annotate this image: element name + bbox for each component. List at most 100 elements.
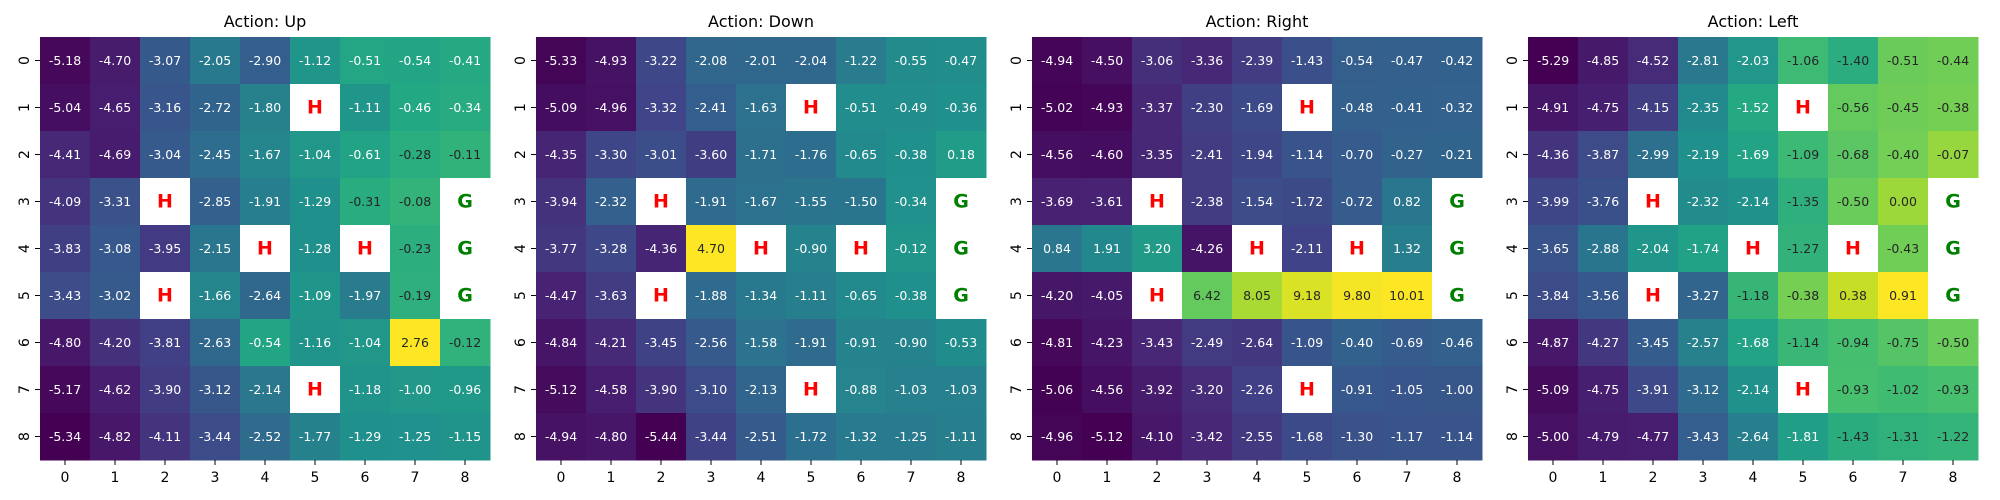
cell-value-label: -4.94	[545, 429, 577, 444]
cell-value-label: -2.49	[1191, 335, 1223, 350]
heatmap-cell	[836, 366, 887, 414]
heatmap-cell	[1382, 413, 1433, 461]
cell-value-label: -1.77	[299, 429, 331, 444]
y-tick-label: 2	[513, 150, 529, 159]
cell-value-label: -4.23	[1091, 335, 1123, 350]
cell-value-label: -3.60	[695, 147, 727, 162]
cell-value-label: -4.93	[1091, 100, 1123, 115]
x-tick-label: 5	[807, 470, 816, 486]
panel-title: Action: Right	[1206, 12, 1309, 31]
heatmap-cell	[936, 84, 987, 132]
cell-value-label: -1.17	[1391, 429, 1423, 444]
cell-value-label: -4.58	[595, 382, 627, 397]
cell-value-label: -1.67	[249, 147, 281, 162]
goal-cell	[440, 178, 491, 226]
heatmap-cell	[240, 37, 291, 85]
cell-value-label: -4.10	[1141, 429, 1173, 444]
cell-value-label: -4.62	[99, 382, 131, 397]
cell-value-label: -4.05	[1091, 288, 1123, 303]
cell-value-label: -2.64	[1737, 429, 1769, 444]
heatmap-cell	[40, 319, 91, 367]
heatmap-cell	[586, 413, 637, 461]
heatmap-cell	[886, 366, 937, 414]
y-tick-label: 5	[1505, 291, 1521, 300]
cell-value-label: -0.38	[1787, 288, 1819, 303]
cell-value-label: -0.43	[1887, 241, 1919, 256]
heatmap-cell	[1778, 272, 1829, 320]
cell-value-label: -3.31	[99, 194, 131, 209]
cell-marker-label: H	[157, 191, 173, 213]
heatmap-cell	[1878, 84, 1929, 132]
cell-value-label: -2.39	[1241, 53, 1273, 68]
cell-value-label: -1.09	[1787, 147, 1819, 162]
heatmap-cell	[1282, 131, 1333, 179]
heatmap-cell	[1182, 225, 1233, 273]
cell-value-label: -1.30	[1341, 429, 1373, 444]
cell-value-label: -5.33	[545, 53, 577, 68]
heatmap-cell	[1032, 319, 1083, 367]
heatmap-cell	[1878, 131, 1929, 179]
cell-value-label: -1.11	[349, 100, 381, 115]
heatmap-cell	[390, 272, 441, 320]
heatmap-cell	[1332, 413, 1383, 461]
heatmap-cell	[1082, 225, 1133, 273]
heatmap-cell	[1232, 319, 1283, 367]
y-tick-label: 8	[1505, 432, 1521, 441]
cell-value-label: -0.34	[895, 194, 927, 209]
heatmap-cell	[240, 319, 291, 367]
cell-value-label: -2.30	[1191, 100, 1223, 115]
heatmap-cell	[40, 272, 91, 320]
cell-value-label: -2.81	[1687, 53, 1719, 68]
heatmap-cell	[736, 319, 787, 367]
heatmap-cell	[1232, 84, 1283, 132]
cell-value-label: -1.18	[1737, 288, 1769, 303]
goal-cell	[440, 272, 491, 320]
cell-value-label: -0.61	[349, 147, 381, 162]
heatmap-cell	[1132, 84, 1183, 132]
cell-value-label: -1.74	[1687, 241, 1719, 256]
hole-cell	[1332, 225, 1383, 273]
cell-marker-label: H	[1149, 285, 1165, 307]
cell-value-label: -2.01	[745, 53, 777, 68]
cell-value-label: -5.02	[1041, 100, 1073, 115]
cell-value-label: -0.51	[845, 100, 877, 115]
goal-cell	[936, 272, 987, 320]
cell-value-label: -1.52	[1737, 100, 1769, 115]
cell-value-label: 1.32	[1393, 241, 1421, 256]
heatmap-cell	[1432, 37, 1483, 85]
cell-value-label: -1.12	[299, 53, 331, 68]
cell-value-label: -1.03	[945, 382, 977, 397]
cell-value-label: 2.76	[401, 335, 429, 350]
heatmap-cell	[1082, 366, 1133, 414]
heatmap-cell	[1332, 37, 1383, 85]
heatmap-cell	[1778, 225, 1829, 273]
x-tick-label: 2	[1153, 470, 1162, 486]
cell-marker-label: G	[953, 238, 969, 260]
x-tick-label: 0	[557, 470, 566, 486]
cell-value-label: -0.32	[1441, 100, 1473, 115]
heatmap-cell	[1032, 84, 1083, 132]
heatmap-cell	[90, 225, 141, 273]
x-tick-label: 1	[607, 470, 616, 486]
cell-marker-label: H	[1299, 379, 1315, 401]
heatmap-cell	[586, 37, 637, 85]
heatmap-cell	[686, 319, 737, 367]
cell-value-label: -1.29	[349, 429, 381, 444]
cell-value-label: -1.91	[249, 194, 281, 209]
cell-value-label: -4.26	[1191, 241, 1223, 256]
heatmap-cell	[340, 178, 391, 226]
cell-value-label: -3.12	[199, 382, 231, 397]
heatmap-cell	[1132, 225, 1183, 273]
heatmap-cell	[190, 366, 241, 414]
x-tick-label: 2	[161, 470, 170, 486]
cell-value-label: -3.83	[49, 241, 81, 256]
heatmap-cell	[240, 413, 291, 461]
y-tick-label: 4	[1009, 244, 1025, 253]
heatmap-cell	[1232, 366, 1283, 414]
heatmap-cell	[290, 413, 341, 461]
cell-value-label: -4.84	[545, 335, 577, 350]
heatmap-cell	[886, 178, 937, 226]
heatmap-cell	[1678, 366, 1729, 414]
cell-marker-label: G	[953, 285, 969, 307]
heatmap-cell	[340, 272, 391, 320]
